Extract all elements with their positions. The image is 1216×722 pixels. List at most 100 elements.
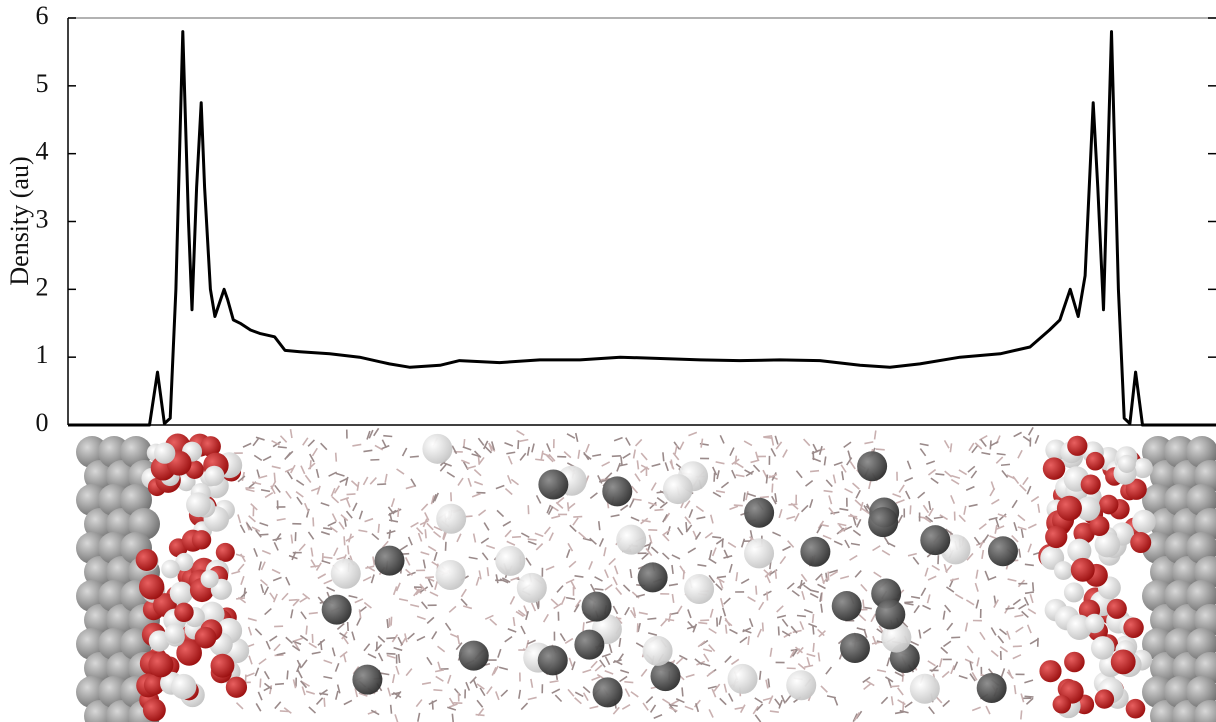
solvent-molecule xyxy=(318,574,326,578)
solvent-molecule xyxy=(763,436,772,437)
solvent-molecule xyxy=(975,583,978,592)
solvent-molecule xyxy=(931,478,938,483)
solvent-molecule xyxy=(974,537,979,544)
solvent-molecule xyxy=(787,516,796,518)
solvent-molecule xyxy=(406,557,410,565)
solvent-molecule xyxy=(264,587,268,595)
surface-atom xyxy=(192,530,211,549)
solvent-molecule xyxy=(1013,476,1018,483)
solvent-molecule xyxy=(591,584,595,592)
solvent-molecule xyxy=(569,658,572,666)
solvent-molecule xyxy=(851,544,860,545)
solvent-molecule xyxy=(421,504,427,510)
solvent-molecule xyxy=(556,502,563,508)
solvent-molecule xyxy=(792,591,799,596)
surface-atom xyxy=(216,543,235,562)
solvent-molecule xyxy=(352,444,361,445)
solvent-molecule xyxy=(1005,608,1014,609)
solvent-molecule xyxy=(237,703,243,709)
solvent-molecule xyxy=(487,687,492,694)
solvent-molecule xyxy=(328,522,336,526)
solvent-molecule xyxy=(305,503,309,511)
solvent-molecule xyxy=(575,576,584,577)
solvent-molecule xyxy=(928,576,936,580)
solvent-molecule xyxy=(457,534,461,542)
solvent-molecule xyxy=(910,505,911,514)
solvent-molecule xyxy=(410,456,419,457)
solvent-molecule xyxy=(967,646,973,653)
solvent-molecule xyxy=(959,470,967,475)
solvent-molecule xyxy=(818,584,826,588)
ion xyxy=(538,469,568,499)
surface-atom xyxy=(1107,599,1127,619)
surface-atom xyxy=(148,652,173,677)
solvent-molecule xyxy=(719,616,721,625)
solvent-molecule xyxy=(648,633,657,635)
solvent-molecule xyxy=(969,443,974,451)
solvent-molecule xyxy=(383,436,392,437)
solvent-molecule xyxy=(729,506,737,509)
solvent-molecule xyxy=(303,438,308,445)
solvent-molecule xyxy=(508,456,511,464)
solvent-molecule xyxy=(255,668,258,676)
solvent-molecule xyxy=(946,587,953,592)
solvent-molecule xyxy=(823,536,831,539)
solvent-molecule xyxy=(339,522,344,529)
solvent-molecule xyxy=(759,602,764,610)
solvent-molecule xyxy=(964,506,966,515)
ion xyxy=(728,664,758,694)
solvent-molecule xyxy=(731,659,738,664)
solvent-molecule xyxy=(526,558,531,566)
solvent-molecule xyxy=(256,703,261,711)
solvent-molecule xyxy=(750,618,753,626)
solvent-molecule xyxy=(981,453,990,455)
solvent-molecule xyxy=(623,585,629,591)
solvent-molecule xyxy=(630,569,631,578)
solvent-molecule xyxy=(259,562,261,571)
solvent-molecule xyxy=(905,478,913,482)
solvent-molecule xyxy=(249,627,252,636)
solvent-molecule xyxy=(950,578,959,580)
ion xyxy=(538,645,568,675)
solvent-molecule xyxy=(928,661,936,666)
solvent-molecule xyxy=(853,530,860,535)
solvent-molecule xyxy=(766,680,768,689)
solvent-molecule xyxy=(1012,500,1017,508)
solvent-molecule xyxy=(720,698,726,704)
solvent-molecule xyxy=(265,671,270,679)
solvent-molecule xyxy=(802,505,808,511)
surface-atom xyxy=(1099,495,1119,515)
solvent-molecule xyxy=(689,509,692,517)
solvent-molecule xyxy=(352,632,354,641)
solvent-molecule xyxy=(332,514,336,522)
solvent-molecule xyxy=(914,605,919,612)
solvent-molecule xyxy=(321,443,327,449)
solvent-molecule xyxy=(417,616,426,619)
solvent-molecule xyxy=(742,539,745,548)
solvent-molecule xyxy=(911,597,920,599)
solvent-molecule xyxy=(709,709,713,717)
solvent-molecule xyxy=(771,448,775,456)
solvent-molecule xyxy=(941,647,948,653)
solvent-molecule xyxy=(1027,486,1030,494)
solvent-molecule xyxy=(374,428,379,436)
solvent-molecule xyxy=(947,623,953,630)
solvent-molecule xyxy=(908,554,917,556)
solvent-molecule xyxy=(573,518,578,525)
solvent-molecule xyxy=(438,662,441,671)
solvent-molecule xyxy=(287,670,288,679)
y-axis-label: Density (au) xyxy=(5,156,34,285)
solvent-molecule xyxy=(387,619,388,628)
solvent-molecule xyxy=(472,494,480,497)
solvent-molecule xyxy=(477,700,483,707)
solvent-molecule xyxy=(591,661,597,668)
solvent-molecule xyxy=(895,712,904,714)
solvent-molecule xyxy=(544,614,549,622)
solvent-molecule xyxy=(856,490,860,498)
solvent-molecule xyxy=(604,547,606,556)
solvent-molecule xyxy=(770,648,771,657)
solvent-molecule xyxy=(855,500,862,506)
solvent-molecule xyxy=(344,700,352,704)
solvent-molecule xyxy=(641,453,647,460)
solvent-molecule xyxy=(309,643,317,648)
